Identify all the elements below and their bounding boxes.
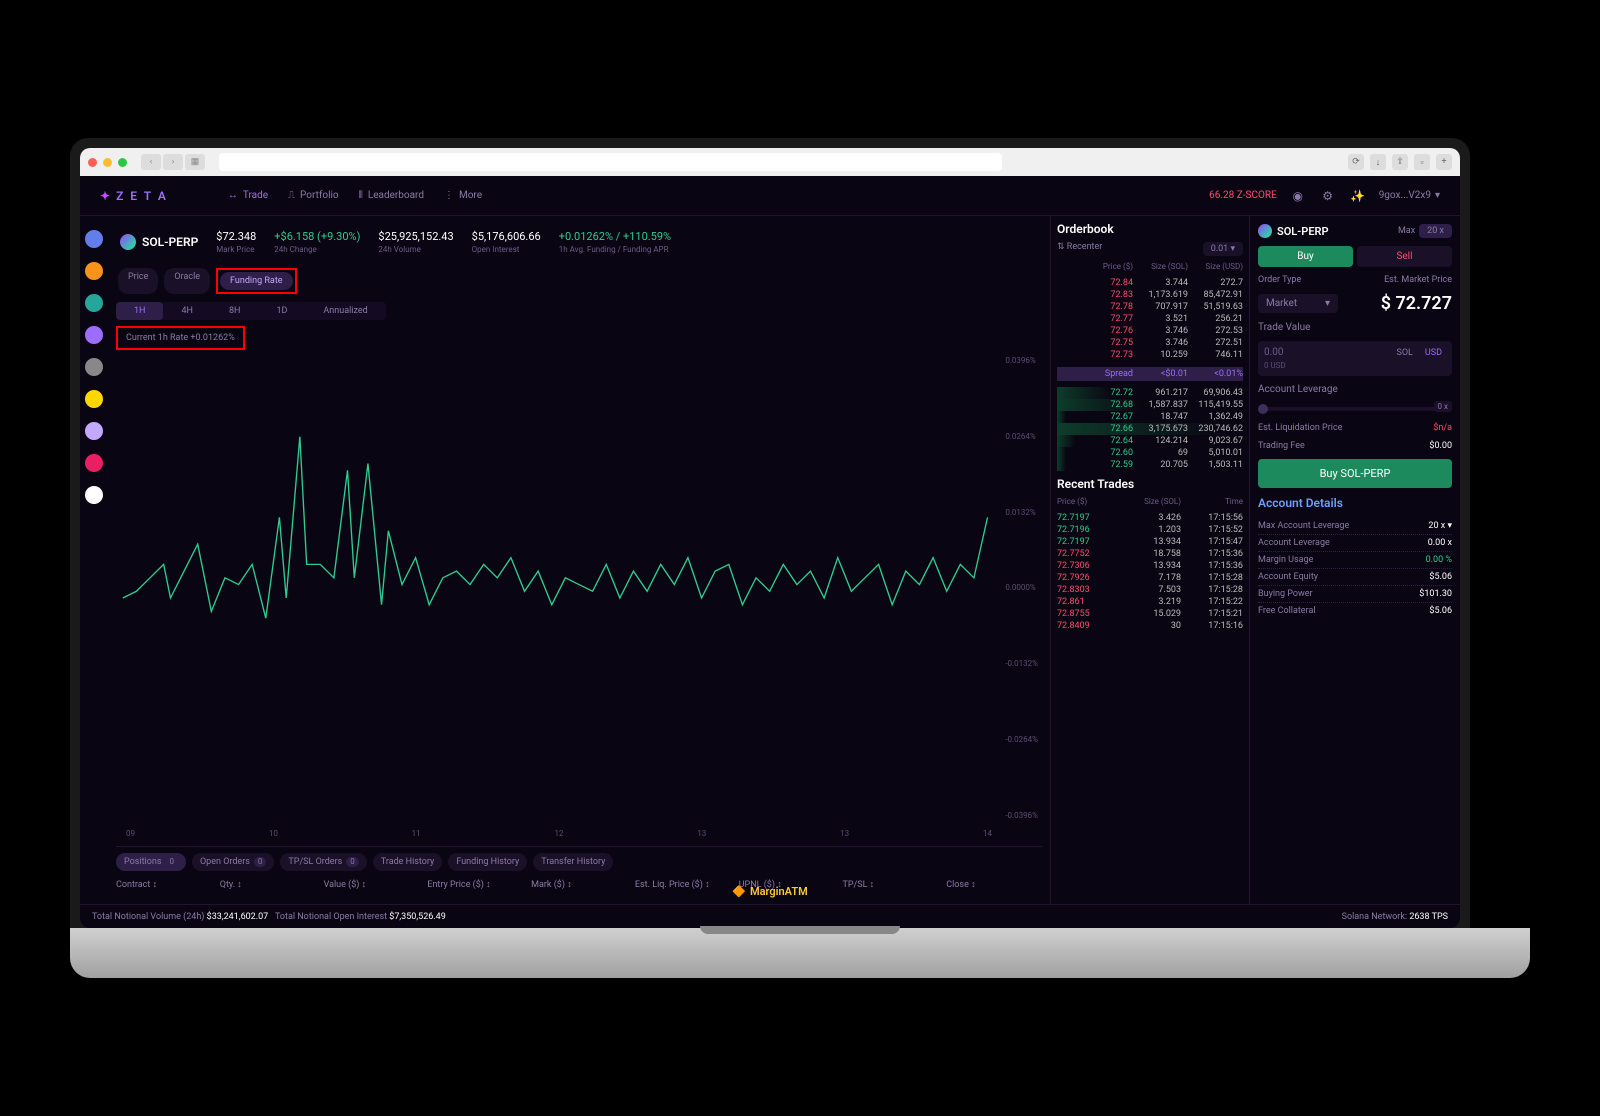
wallet-btn[interactable]: 9gox...V2x9 ▾ [1379, 190, 1440, 201]
ask-row[interactable]: 72.753.746272.51 [1057, 337, 1243, 349]
bid-row[interactable]: 72.64124.2149,023.67 [1057, 435, 1243, 447]
acct-row: Buying Power$101.30 [1258, 586, 1452, 603]
bid-row[interactable]: 72.60695,010.01 [1057, 447, 1243, 459]
chart-tabs: Price Oracle Funding Rate [116, 266, 1042, 296]
sell-tab[interactable]: Sell [1357, 246, 1452, 267]
browser-chrome: ‹›▦ ⟳↓⇧▫+ [80, 148, 1460, 176]
tab-funding-rate[interactable]: Funding Rate [220, 272, 293, 290]
topbar: Z E T A ↔ Trade ⎍ Portfolio ⫴ Leaderboar… [80, 176, 1460, 216]
nav-portfolio[interactable]: ⎍ Portfolio [288, 190, 339, 201]
ask-row[interactable]: 72.773.521256.21 [1057, 313, 1243, 325]
coin-item[interactable] [85, 358, 103, 376]
acct-row: Account Leverage0.00 x [1258, 535, 1452, 552]
trade-row: 72.71961.20317:15:52 [1057, 524, 1243, 536]
timeframe-selector: 1H4H8H1DAnnualized [116, 302, 386, 320]
leverage-slider[interactable]: 0 x [1258, 407, 1452, 411]
trade-row: 72.71973.42617:15:56 [1057, 512, 1243, 524]
increment-select[interactable]: 0.01 ▾ [1203, 242, 1243, 256]
current-rate: Current 1h Rate +0.01262% [120, 330, 241, 346]
trade-row: 72.775218.75817:15:36 [1057, 548, 1243, 560]
url-bar[interactable] [219, 153, 1002, 171]
est-price: $ 72.727 [1381, 293, 1452, 314]
tf-1H[interactable]: 1H [116, 302, 163, 320]
trade-pair: SOL-PERP [1258, 224, 1329, 238]
postab-4[interactable]: Funding History [448, 853, 527, 871]
coin-item[interactable] [85, 294, 103, 312]
footer: Total Notional Volume (24h) $33,241,602.… [80, 904, 1460, 928]
postab-2[interactable]: TP/SL Orders 0 [280, 853, 366, 871]
sidebar-btn[interactable]: ▦ [185, 154, 205, 170]
trade-row: 72.730613.93417:15:36 [1057, 560, 1243, 572]
tf-8H[interactable]: 8H [211, 302, 258, 320]
trade-row: 72.84093017:15:16 [1057, 620, 1243, 632]
order-type-select[interactable]: Market▾ [1258, 294, 1338, 313]
ask-row[interactable]: 72.7310.259746.11 [1057, 349, 1243, 361]
bid-row[interactable]: 72.5920.7051,503.11 [1057, 459, 1243, 471]
zscore: 66.28 Z-SCORE [1209, 190, 1277, 201]
submit-buy-btn[interactable]: Buy SOL-PERP [1258, 459, 1452, 488]
buy-tab[interactable]: Buy [1258, 246, 1353, 267]
ask-row[interactable]: 72.831,173.61985,472.91 [1057, 289, 1243, 301]
postab-0[interactable]: Positions 0 [116, 853, 186, 871]
logo: Z E T A [100, 189, 168, 203]
nav-leaderboard[interactable]: ⫴ Leaderboard [359, 190, 424, 201]
bid-row[interactable]: 72.663,175.673230,746.62 [1057, 423, 1243, 435]
tf-4H[interactable]: 4H [163, 302, 210, 320]
account-details-title: Account Details [1258, 496, 1452, 510]
market-stats: SOL-PERP $72.348Mark Price +$6.158 (+9.3… [116, 224, 1042, 260]
tf-Annualized[interactable]: Annualized [305, 302, 385, 320]
tab-price[interactable]: Price [118, 268, 158, 294]
trade-value-input[interactable]: 0.00SOLUSD 0 USD [1258, 341, 1452, 376]
trade-row: 72.719713.93417:15:47 [1057, 536, 1243, 548]
postab-5[interactable]: Transfer History [533, 853, 613, 871]
trade-row: 72.83037.50317:15:28 [1057, 584, 1243, 596]
acct-row: Free Collateral$5.06 [1258, 603, 1452, 619]
acct-row: Margin Usage0.00 % [1258, 552, 1452, 569]
trade-row: 72.875515.02917:15:21 [1057, 608, 1243, 620]
settings-icon[interactable]: ⚙ [1319, 187, 1337, 205]
ask-row[interactable]: 72.843.744272.7 [1057, 277, 1243, 289]
positions-panel: Positions 0 Open Orders 0 TP/SL Orders 0 Tr… [116, 846, 1042, 896]
acct-row: Max Account Leverage20 x ▾ [1258, 518, 1452, 535]
tab-oracle[interactable]: Oracle [164, 268, 210, 294]
leverage-select[interactable]: 20 x [1419, 224, 1452, 238]
margin-atm-brand: 🔶 MarginATM [732, 885, 807, 898]
fwd-btn[interactable]: › [163, 154, 183, 170]
back-btn[interactable]: ‹ [141, 154, 161, 170]
trade-row: 72.79267.17817:15:28 [1057, 572, 1243, 584]
postab-3[interactable]: Trade History [373, 853, 443, 871]
discord-icon[interactable]: ◉ [1289, 187, 1307, 205]
spread-row: Spread<$0.01<0.01% [1057, 367, 1243, 381]
bid-row[interactable]: 72.6718.7471,362.49 [1057, 411, 1243, 423]
coin-item[interactable] [85, 422, 103, 440]
coin-item[interactable] [85, 454, 103, 472]
spark-icon: ✨ [1349, 187, 1367, 205]
recent-trades-title: Recent Trades [1057, 477, 1243, 491]
funding-chart: 0.0396%0.0264%0.0132%0.0000%-0.0132%-0.0… [116, 356, 1042, 840]
coin-sidebar [80, 216, 108, 904]
coin-item[interactable] [85, 262, 103, 280]
orderbook-title: Orderbook [1057, 222, 1243, 236]
ask-row[interactable]: 72.78707.91751,519.63 [1057, 301, 1243, 313]
tf-1D[interactable]: 1D [258, 302, 305, 320]
postab-1[interactable]: Open Orders 0 [192, 853, 274, 871]
coin-item[interactable] [85, 230, 103, 248]
pair-selector[interactable]: SOL-PERP [120, 234, 198, 250]
bid-row[interactable]: 72.72961.21769,906.43 [1057, 387, 1243, 399]
acct-row: Account Equity$5.06 [1258, 569, 1452, 586]
nav-trade[interactable]: ↔ Trade [228, 190, 268, 201]
trade-row: 72.8613.21917:15:22 [1057, 596, 1243, 608]
coin-item[interactable] [85, 390, 103, 408]
coin-item[interactable] [85, 486, 103, 504]
ask-row[interactable]: 72.763.746272.53 [1057, 325, 1243, 337]
bid-row[interactable]: 72.681,587.837115,419.55 [1057, 399, 1243, 411]
recenter-btn[interactable]: ⇅ Recenter [1057, 242, 1102, 256]
nav-more[interactable]: ⋮ More [444, 190, 482, 201]
coin-item[interactable] [85, 326, 103, 344]
